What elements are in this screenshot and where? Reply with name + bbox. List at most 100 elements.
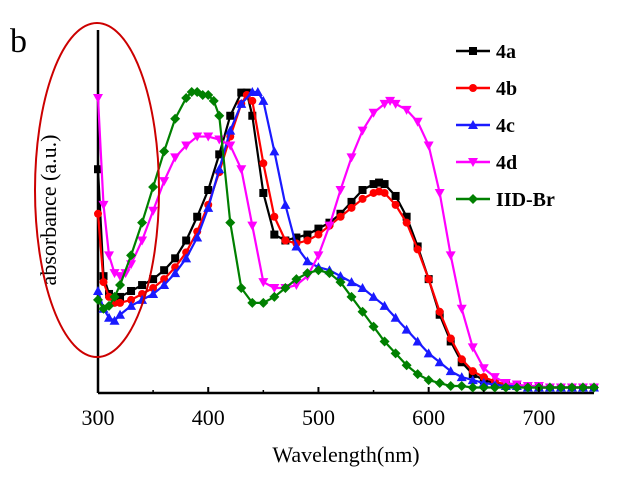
data-point-4d <box>478 364 489 374</box>
data-point-4a <box>259 188 268 197</box>
data-point-4a <box>138 281 147 290</box>
data-point-4c <box>236 98 247 108</box>
data-point-iid-br <box>555 382 566 393</box>
data-point-4a <box>171 254 180 263</box>
series-line-4c <box>96 90 594 389</box>
data-point-iid-br <box>197 89 208 100</box>
data-point-iid-br <box>104 300 115 311</box>
legend-label: 4d <box>496 152 517 174</box>
data-point-4b <box>347 203 356 212</box>
data-point-4c <box>368 291 379 301</box>
data-point-4c <box>148 288 159 298</box>
data-point-iid-br <box>291 274 302 285</box>
data-point-4b <box>435 307 444 316</box>
data-point-4b <box>314 230 323 239</box>
data-point-4c <box>181 253 192 263</box>
data-point-4b <box>391 200 400 209</box>
data-point-iid-br <box>137 217 148 228</box>
data-point-4d <box>423 141 434 151</box>
data-point-4d <box>236 165 247 175</box>
data-point-4c <box>137 294 148 304</box>
data-point-iid-br <box>214 110 225 121</box>
panel-label: b <box>10 23 27 60</box>
data-point-iid-br <box>368 321 379 332</box>
data-point-4a <box>193 212 202 221</box>
data-point-iid-br <box>236 283 247 294</box>
legend-marker <box>468 158 478 167</box>
data-point-iid-br <box>434 378 445 389</box>
data-point-iid-br <box>324 268 335 279</box>
data-point-4c <box>126 300 137 310</box>
data-point-iid-br <box>478 382 489 393</box>
legend-marker <box>468 194 478 204</box>
data-point-4b <box>336 212 345 221</box>
data-point-4c <box>104 312 115 322</box>
data-point-4b <box>99 278 108 287</box>
data-point-4b <box>446 334 455 343</box>
data-point-4c <box>280 199 291 209</box>
data-point-4d <box>412 117 423 127</box>
x-axis-title: Wavelength(nm) <box>272 442 419 467</box>
data-point-4a <box>347 197 356 206</box>
data-point-4b <box>424 275 433 284</box>
data-point-iid-br <box>445 381 456 392</box>
data-point-4d <box>192 132 203 142</box>
data-point-4a <box>127 286 136 295</box>
data-point-4c <box>379 300 390 310</box>
series-line-4b <box>96 93 594 389</box>
legend-label: 4a <box>496 41 516 63</box>
data-point-4a <box>270 230 279 239</box>
data-point-4d <box>181 141 192 151</box>
data-point-iid-br <box>225 217 236 228</box>
data-point-iid-br <box>401 360 412 371</box>
highlight-ellipse <box>34 22 160 358</box>
legend-marker <box>469 84 477 92</box>
data-point-4c <box>170 268 181 278</box>
data-point-iid-br <box>522 382 533 393</box>
data-point-4d <box>291 281 302 291</box>
data-point-4d <box>401 105 412 115</box>
data-point-4d <box>335 186 346 196</box>
data-point-4d <box>390 99 401 109</box>
data-point-4a <box>303 230 312 239</box>
data-point-4a <box>314 224 323 233</box>
data-point-iid-br <box>269 291 280 302</box>
data-point-4d <box>247 221 258 231</box>
data-point-4c <box>357 283 368 293</box>
data-point-4c <box>225 125 236 135</box>
legend-item-4b: 4b <box>456 78 517 100</box>
data-point-iid-br <box>280 283 291 294</box>
data-point-4a <box>402 212 411 221</box>
data-point-4c <box>109 315 120 325</box>
data-point-4b <box>270 212 279 221</box>
data-point-iid-br <box>208 95 219 106</box>
x-tick-label: 600 <box>412 405 445 430</box>
series-line-iid-br <box>97 90 594 389</box>
data-point-iid-br <box>566 382 577 393</box>
data-point-4c <box>445 366 456 376</box>
data-point-4c <box>456 372 467 382</box>
series-4d <box>93 93 599 393</box>
data-point-iid-br <box>357 306 368 317</box>
data-point-4c <box>423 348 434 358</box>
x-tick-label: 500 <box>302 405 335 430</box>
data-point-4d <box>489 373 500 383</box>
x-tick-label: 300 <box>82 405 115 430</box>
data-point-iid-br <box>302 268 313 279</box>
data-point-4d <box>456 304 467 314</box>
legend-label: 4b <box>496 78 517 100</box>
data-point-4d <box>434 188 445 198</box>
data-point-4a <box>292 233 301 242</box>
data-point-4a <box>182 236 191 245</box>
data-point-iid-br <box>412 369 423 380</box>
data-point-4c <box>203 202 214 212</box>
data-point-iid-br <box>115 280 126 291</box>
data-point-4a <box>226 111 235 120</box>
data-point-iid-br <box>247 297 258 308</box>
data-point-4d <box>109 269 120 279</box>
data-point-iid-br <box>379 336 390 347</box>
data-point-4a <box>149 275 158 284</box>
data-point-4c <box>467 375 478 385</box>
data-point-4d <box>104 251 115 261</box>
